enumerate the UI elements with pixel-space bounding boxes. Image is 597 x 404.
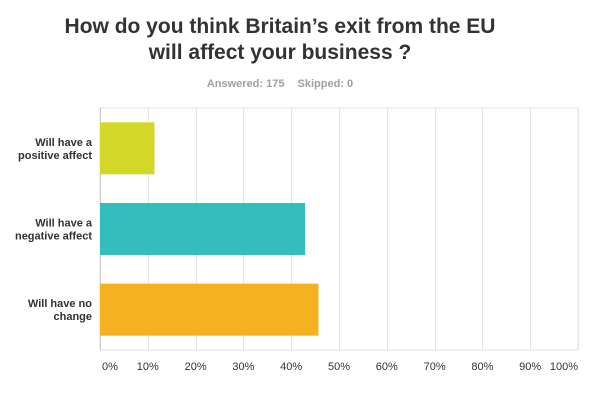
x-tick-label: 10% <box>137 361 159 373</box>
x-tick-label: 90% <box>519 361 541 373</box>
x-tick-label: 100% <box>550 361 578 373</box>
x-tick-label: 50% <box>328 361 350 373</box>
chart-title: How do you think Britain’s exit from the… <box>0 14 560 66</box>
category-label: Will have no change <box>28 298 92 323</box>
x-tick-label: 60% <box>376 361 398 373</box>
bar <box>100 122 155 175</box>
chart-title-line-1: How do you think Britain’s exit from the… <box>64 15 496 38</box>
category-label: Will have a negative affect <box>15 218 93 243</box>
x-tick-label: 30% <box>232 361 254 373</box>
response-stats: Answered: 175 Skipped: 0 <box>0 78 560 90</box>
bar <box>100 283 319 336</box>
chart-title-line-2: will affect your business ? <box>148 41 412 64</box>
x-tick-label: 0% <box>102 361 118 373</box>
skipped-count: Skipped: 0 <box>297 78 354 90</box>
x-tick-label: 70% <box>424 361 446 373</box>
bar <box>100 203 306 255</box>
answered-count: Answered: 175 <box>206 78 285 90</box>
category-label: Will have a positive affect <box>18 137 93 162</box>
x-tick-label: 80% <box>471 361 493 373</box>
x-tick-label: 40% <box>280 361 302 373</box>
x-tick-label: 20% <box>185 361 207 373</box>
